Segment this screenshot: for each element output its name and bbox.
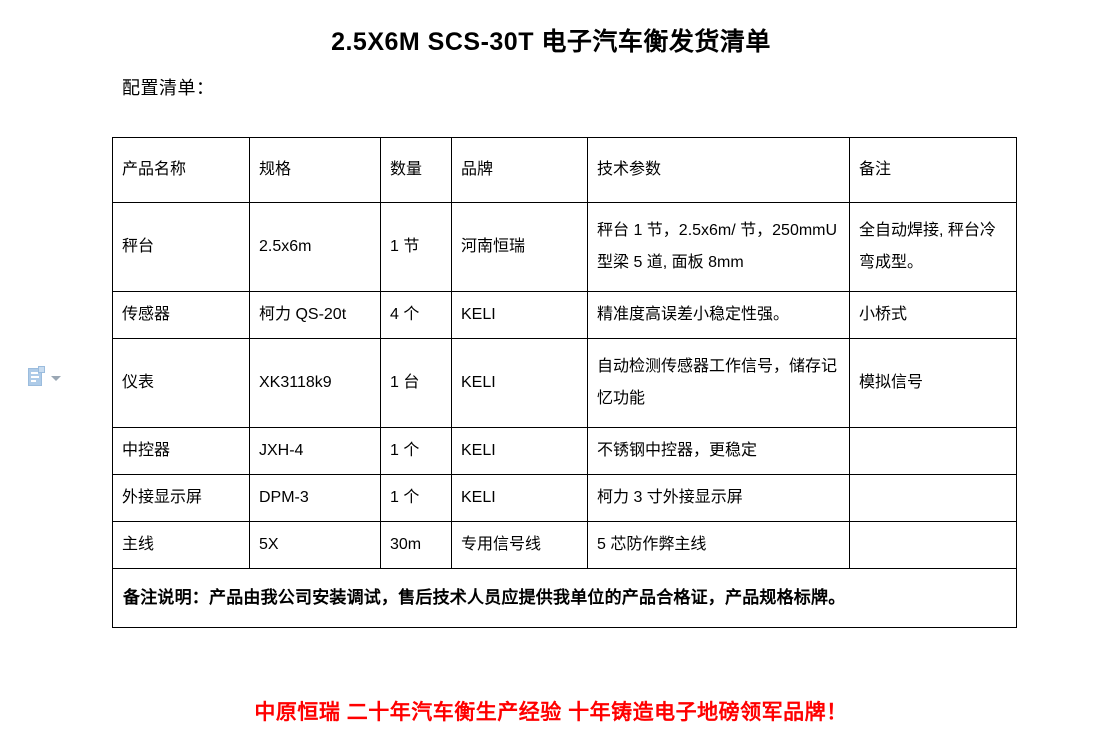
specification-table: 产品名称 规格 数量 品牌 技术参数 备注 秤台 2.5x6m 1 节 河南恒瑞… — [112, 137, 1017, 628]
table-footnote-row: 备注说明：产品由我公司安装调试，售后技术人员应提供我单位的产品合格证，产品规格标… — [112, 568, 1017, 628]
cell-product-name: 传感器 — [112, 291, 250, 339]
paste-icon-line — [31, 380, 36, 382]
cell-tech-param: 秤台 1 节，2.5x6m/ 节，250mmU 型梁 5 道, 面板 8mm — [587, 202, 850, 292]
table-row: 中控器 JXH-4 1 个 KELI 不锈钢中控器，更稳定 — [112, 427, 1017, 475]
cell-spec: 柯力 QS-20t — [249, 291, 381, 339]
cell-remark: 模拟信号 — [849, 338, 1017, 428]
column-header-spec: 规格 — [249, 137, 381, 203]
config-list-subtitle: 配置清单： — [122, 78, 215, 98]
cell-remark — [849, 474, 1017, 522]
table-header-row: 产品名称 规格 数量 品牌 技术参数 备注 — [112, 137, 1017, 203]
column-header-product-name: 产品名称 — [112, 137, 250, 203]
cell-remark — [849, 427, 1017, 475]
cell-remark — [849, 521, 1017, 569]
cell-brand: KELI — [451, 474, 588, 522]
cell-product-name: 仪表 — [112, 338, 250, 428]
table-row: 传感器 柯力 QS-20t 4 个 KELI 精准度高误差小稳定性强。 小桥式 — [112, 291, 1017, 339]
column-header-quantity: 数量 — [380, 137, 452, 203]
cell-brand: KELI — [451, 338, 588, 428]
column-header-tech-param: 技术参数 — [587, 137, 850, 203]
cell-quantity: 1 台 — [380, 338, 452, 428]
cell-quantity: 1 个 — [380, 427, 452, 475]
cell-tech-param: 自动检测传感器工作信号，储存记忆功能 — [587, 338, 850, 428]
table-row: 秤台 2.5x6m 1 节 河南恒瑞 秤台 1 节，2.5x6m/ 节，250m… — [112, 202, 1017, 292]
cell-quantity: 4 个 — [380, 291, 452, 339]
paste-options-widget[interactable] — [28, 366, 61, 387]
company-slogan: 中原恒瑞 二十年汽车衡生产经验 十年铸造电子地磅领军品牌！ — [254, 701, 848, 724]
cell-product-name: 秤台 — [112, 202, 250, 292]
cell-spec: 2.5x6m — [249, 202, 381, 292]
cell-quantity: 1 节 — [380, 202, 452, 292]
cell-remark: 小桥式 — [849, 291, 1017, 339]
paste-icon-fold — [38, 366, 45, 373]
table-row: 仪表 XK3118k9 1 台 KELI 自动检测传感器工作信号，储存记忆功能 … — [112, 338, 1017, 428]
cell-brand: KELI — [451, 291, 588, 339]
cell-brand: 河南恒瑞 — [451, 202, 588, 292]
cell-product-name: 中控器 — [112, 427, 250, 475]
column-header-remark: 备注 — [849, 137, 1017, 203]
chevron-down-icon[interactable] — [51, 376, 61, 381]
paste-icon-line — [31, 372, 38, 374]
paste-icon-line — [31, 376, 39, 378]
cell-spec: 5X — [249, 521, 381, 569]
cell-remark: 全自动焊接, 秤台冷弯成型。 — [849, 202, 1017, 292]
column-header-brand: 品牌 — [451, 137, 588, 203]
remark-statement: 备注说明：产品由我公司安装调试，售后技术人员应提供我单位的产品合格证，产品规格标… — [112, 568, 1017, 628]
cell-tech-param: 5 芯防作弊主线 — [587, 521, 850, 569]
cell-quantity: 1 个 — [380, 474, 452, 522]
cell-spec: DPM-3 — [249, 474, 381, 522]
table-row: 主线 5X 30m 专用信号线 5 芯防作弊主线 — [112, 521, 1017, 569]
cell-product-name: 主线 — [112, 521, 250, 569]
cell-tech-param: 不锈钢中控器，更稳定 — [587, 427, 850, 475]
cell-brand: 专用信号线 — [451, 521, 588, 569]
table-row: 外接显示屏 DPM-3 1 个 KELI 柯力 3 寸外接显示屏 — [112, 474, 1017, 522]
page-title: 2.5X6M SCS-30T 电子汽车衡发货清单 — [331, 28, 771, 56]
cell-product-name: 外接显示屏 — [112, 474, 250, 522]
cell-spec: JXH-4 — [249, 427, 381, 475]
cell-quantity: 30m — [380, 521, 452, 569]
cell-brand: KELI — [451, 427, 588, 475]
cell-tech-param: 柯力 3 寸外接显示屏 — [587, 474, 850, 522]
cell-spec: XK3118k9 — [249, 338, 381, 428]
cell-tech-param: 精准度高误差小稳定性强。 — [587, 291, 850, 339]
paste-options-icon[interactable] — [28, 366, 45, 387]
